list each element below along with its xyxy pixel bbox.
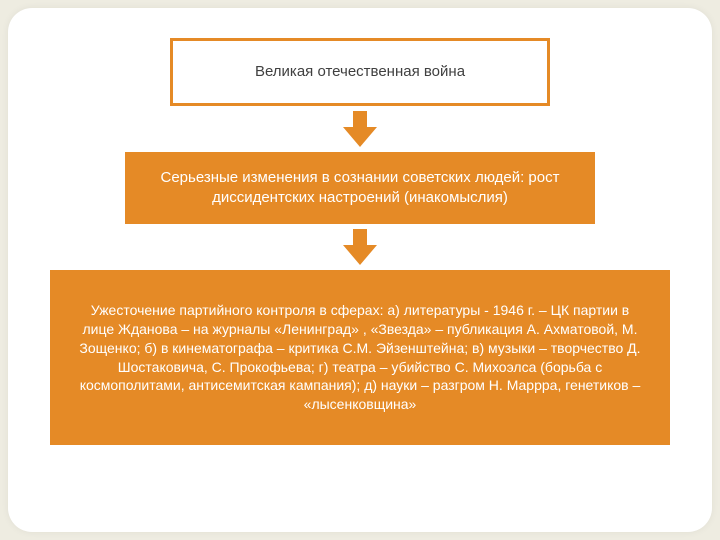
flow-box-title: Великая отечественная война <box>170 38 550 106</box>
arrow-down-icon <box>337 227 383 267</box>
flow-box-details: Ужесточение партийного контроля в сферах… <box>50 270 670 445</box>
arrow-1 <box>337 106 383 152</box>
arrow-down-icon <box>337 109 383 149</box>
flowchart-stage: Великая отечественная война Серьезные из… <box>8 8 712 532</box>
arrow-2 <box>337 224 383 270</box>
flow-box-consequence: Серьезные изменения в сознании советских… <box>125 152 595 224</box>
